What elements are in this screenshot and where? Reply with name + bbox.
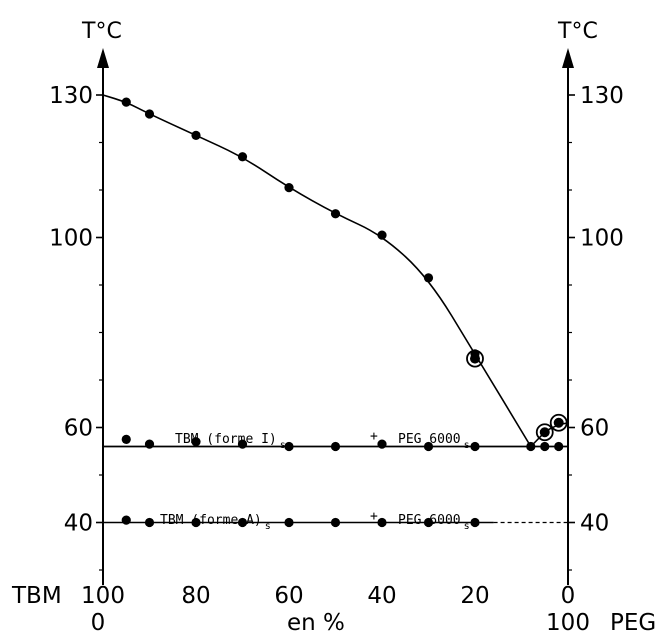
x-tick-label-tbm: 60 <box>274 583 303 609</box>
x-tick-label-peg: 100 <box>546 610 590 635</box>
eutectic-point <box>423 441 434 452</box>
x-tick-label-tbm: 20 <box>460 583 489 609</box>
transition-point <box>330 517 341 528</box>
liquidus-point <box>330 209 341 219</box>
x-tick-label-tbm: 100 <box>81 583 125 609</box>
y-tick-label-left: 100 <box>49 226 93 252</box>
right-axis-title: T°C <box>557 19 598 44</box>
eutectic-point <box>284 441 294 452</box>
left-axis-title: T°C <box>81 19 122 44</box>
region-label-forme-a-peg-sub: s <box>464 521 470 532</box>
transition-point <box>377 517 387 528</box>
eutectic-point <box>121 434 131 444</box>
y-tick-label-left: 130 <box>49 83 93 109</box>
liquidus-point <box>554 441 564 452</box>
y-tick-label-left: 60 <box>64 416 93 442</box>
region-label-forme-i-sub: s <box>280 440 286 451</box>
transition-point <box>284 517 294 528</box>
y-tick-label-left: 40 <box>64 511 93 537</box>
circled-point-ring <box>535 423 554 442</box>
curves <box>102 94 569 524</box>
liquidus-point <box>423 273 434 283</box>
y-tick-label-right: 100 <box>580 226 624 252</box>
liquidus-point <box>526 441 536 452</box>
circled-point-ring <box>549 413 568 432</box>
transition-point <box>423 517 434 528</box>
region-label-forme-a-text: TBM (forme A) <box>160 513 262 528</box>
data-points <box>121 97 568 528</box>
liquidus-point <box>191 130 201 140</box>
eutectic-point <box>377 439 387 449</box>
eutectic-point <box>144 439 155 449</box>
liquidus-point <box>237 152 248 162</box>
circled-point-dot <box>539 427 550 438</box>
svg-text:TBM (forme I)s: TBM (forme I) s <box>175 432 286 451</box>
x-tick-label-tbm: 40 <box>367 583 396 609</box>
region-label-forme-i-peg: PEG 6000 <box>398 432 461 447</box>
transition-point <box>191 517 201 528</box>
x-tick-label-peg: 0 <box>91 610 106 635</box>
liquidus-point <box>121 97 131 107</box>
y-tick-label-right: 40 <box>580 511 609 537</box>
region-label-forme-a-peg: PEG 6000 <box>398 513 461 528</box>
liquidus-point <box>377 230 387 240</box>
eutectic-point <box>330 441 341 452</box>
circled-point-dot <box>470 353 480 364</box>
x-axis-label-tbm: TBM <box>11 583 62 609</box>
region-label-forme-i: TBM (forme I) s + PEG 6000 s <box>175 429 470 451</box>
eutectic-point <box>191 437 201 447</box>
eutectic-point <box>237 439 248 449</box>
region-label-forme-a-sub: s <box>265 521 271 532</box>
x-tick-label-tbm: 0 <box>561 583 576 609</box>
region-label-forme-i-text: TBM (forme I) <box>175 432 277 447</box>
liquidus-point <box>144 109 155 119</box>
liquidus-point <box>540 441 550 452</box>
circled-point-ring <box>466 349 484 368</box>
x-tick-label-tbm: 80 <box>181 583 210 609</box>
x-axis-label-unit: en % <box>287 610 345 635</box>
region-label-forme-a-plus: + <box>370 509 378 524</box>
region-label-forme-i-peg-sub: s <box>464 440 470 451</box>
x-axis-label-peg: PEG <box>610 610 656 635</box>
svg-text:TBM (forme A)s: TBM (forme A) s <box>160 513 271 532</box>
left-axis-arrow <box>97 48 109 68</box>
circled-point-dot <box>553 417 564 428</box>
transition-point <box>121 515 131 525</box>
transition-point <box>470 517 480 528</box>
region-label-forme-i-plus: + <box>370 429 378 444</box>
y-tick-label-right: 130 <box>580 83 624 109</box>
transition-point <box>144 517 155 528</box>
right-axis-arrow <box>562 48 574 68</box>
y-tick-label-right: 60 <box>580 416 609 442</box>
eutectic-point <box>470 441 480 452</box>
transition-point <box>237 517 248 528</box>
liquidus-curve <box>102 94 532 447</box>
liquidus-point <box>284 183 294 193</box>
region-label-forme-a: TBM (forme A) s + PEG 6000 s <box>160 509 470 532</box>
